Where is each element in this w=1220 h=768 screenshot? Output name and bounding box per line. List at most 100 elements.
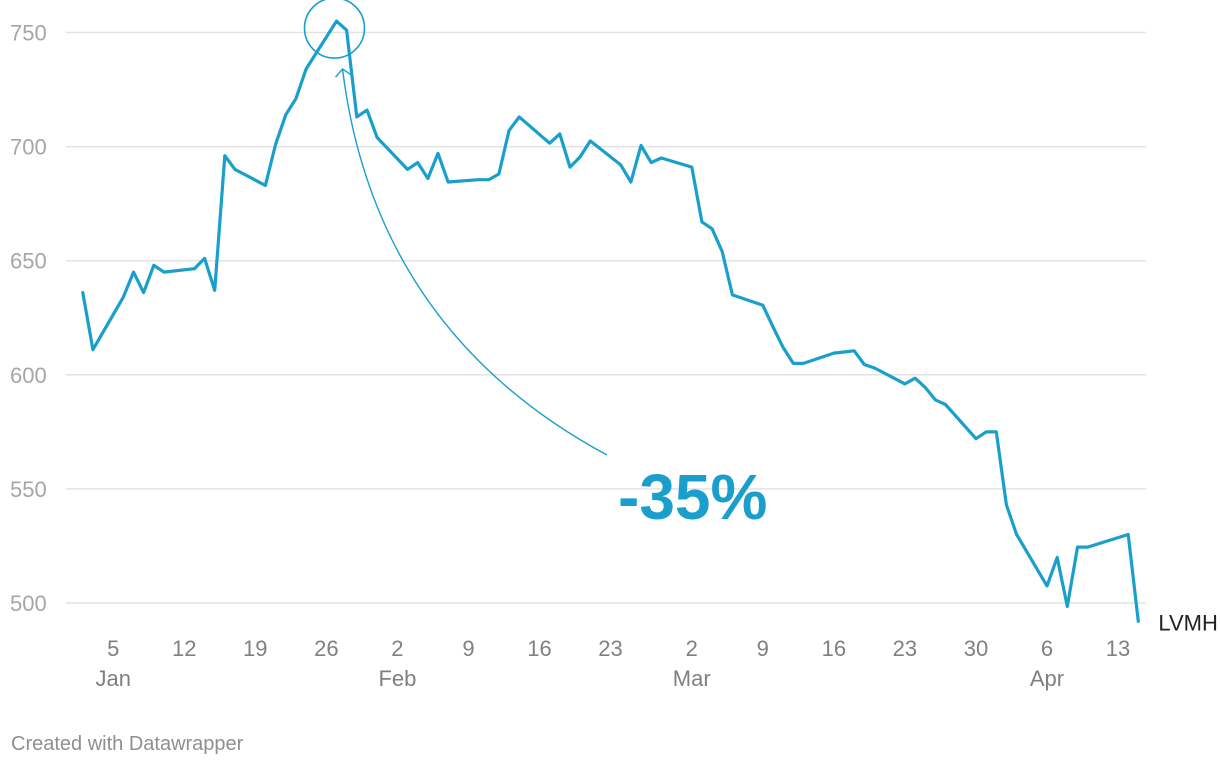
data-point [863,363,866,366]
data-point [873,366,876,370]
data-point [568,165,572,169]
data-point [446,180,450,184]
y-axis: 500 550 600 650 700 750 [10,21,47,617]
data-point [264,184,267,187]
data-point [375,136,379,139]
data-point [802,362,805,365]
x-tick-label: 23 [598,636,622,661]
data-point [497,172,501,176]
x-month-label: Feb [378,666,416,691]
data-point [731,293,734,297]
data-point [355,115,358,119]
data-point [650,161,653,164]
data-point [345,29,348,32]
data-point [721,250,724,253]
y-tick-label: 750 [10,21,47,46]
data-point [771,325,775,329]
data-point [304,67,308,71]
data-point [152,264,155,267]
x-axis: 5 Jan 12 19 26 2 Feb 9 16 23 2 Mar 9 16 23 30 6 Apr 13 [95,636,1130,691]
data-point [223,154,226,157]
data-point [974,437,978,440]
data-point [944,403,947,406]
data-point [639,144,643,147]
data-point [132,270,135,274]
annotation-arrow [341,69,608,456]
y-tick-label: 550 [10,477,47,502]
data-point [81,291,85,294]
data-point [578,155,582,159]
series-group: LVMH [81,19,1218,635]
data-point [477,178,480,181]
data-point [710,227,714,230]
data-point [660,156,663,160]
data-point [1076,545,1079,549]
data-point [487,178,490,181]
data-point [1137,620,1140,623]
data-point [213,289,216,292]
x-tick-label: 19 [243,636,267,661]
y-tick-label: 650 [10,249,47,274]
data-point [619,163,622,167]
data-point [913,377,917,380]
arrow-head [334,68,352,78]
highlight-circle [303,0,366,59]
data-point [1045,584,1049,588]
y-tick-label: 700 [10,135,47,160]
data-point [365,108,369,112]
data-point [426,177,430,180]
data-point [436,152,440,155]
data-point [984,430,988,434]
data-point [518,115,521,119]
data-point [853,349,856,352]
data-point [162,270,166,274]
y-tick-label: 500 [10,591,47,616]
x-tick-label: 5 [107,636,119,661]
data-point [142,291,145,294]
series-line-lvmh [81,19,1140,623]
x-tick-label: 23 [893,636,917,661]
y-tick-label: 600 [10,363,47,388]
x-tick-label: 9 [757,636,769,661]
data-point [1056,556,1059,559]
data-point [558,132,561,136]
annotation-label: -35% [618,461,767,533]
data-point [507,129,511,132]
data-point [233,168,237,171]
data-point [1005,503,1008,507]
data-point [1015,533,1018,536]
x-tick-label: 13 [1106,636,1130,661]
data-point [416,161,419,164]
data-point [335,19,338,23]
x-tick-label: 16 [527,636,551,661]
x-tick-label: 6 [1041,636,1053,661]
data-point [842,350,846,354]
data-point [91,348,95,351]
data-point [700,220,704,224]
credit-text: Created with Datawrapper [11,733,244,755]
data-point [548,142,551,145]
x-month-label: Mar [673,666,711,691]
data-point [1066,605,1069,608]
data-point [629,180,633,184]
data-point [924,386,927,389]
data-point [995,430,998,434]
data-point [406,168,409,171]
x-tick-label: 2 [391,636,403,661]
data-point [903,382,907,386]
x-tick-label: 12 [172,636,196,661]
x-tick-label: 30 [964,636,988,661]
data-point [589,139,592,143]
data-point [122,296,125,299]
data-point [284,113,287,116]
x-month-label: Jan [95,666,130,691]
x-tick-label: 26 [314,636,338,661]
x-month-label: Apr [1030,666,1064,691]
data-point [193,267,196,270]
data-point [203,257,206,260]
annotation-group: -35% [303,0,767,533]
data-point [832,351,836,355]
x-tick-label: 2 [686,636,698,661]
data-point [1086,545,1089,549]
